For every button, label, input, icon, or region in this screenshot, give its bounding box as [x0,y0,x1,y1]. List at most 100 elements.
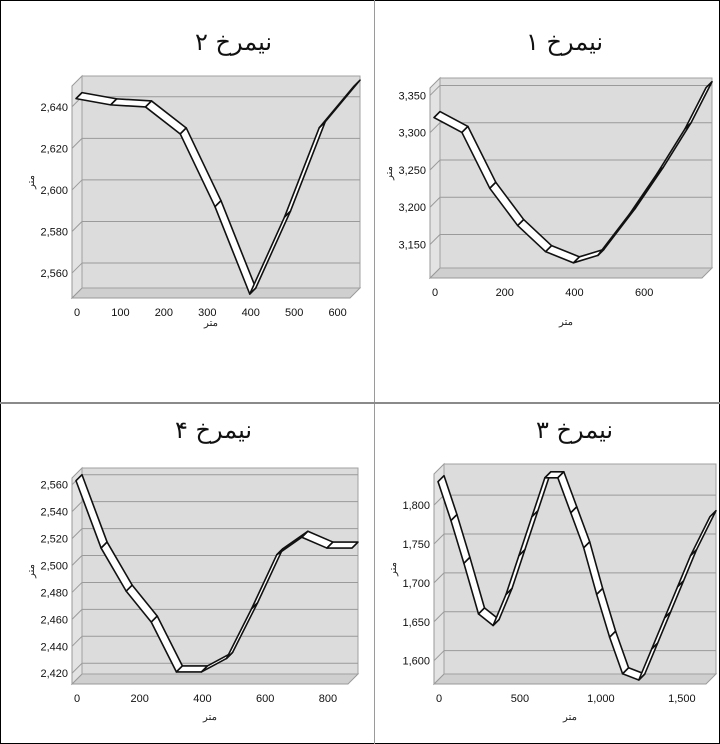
chart-panel-4: نیمرخ ۴ 2,420 2,440 2,460 2,480 2,500 2,520 2,… [0,404,374,744]
y-tick-label: 1,700 [402,578,430,590]
x-tick-label: 600 [256,693,274,705]
gridline-depth [433,572,445,584]
data-point [179,127,187,135]
data-point [492,619,500,626]
y-tick-label: 2,620 [40,143,68,155]
chart-plot: 2,560 2,580 2,600 2,620 2,640 0 100 200 300 400 50… [26,74,362,329]
data-point [517,219,525,226]
plot-area [81,75,361,289]
gridline-depth [433,611,445,623]
chart-panel-1: نیمرخ ۱ 3,150 3,200 3,250 3,300 3,350 0 200 400… [376,0,720,400]
x-axis-label: متر [202,712,217,723]
y-tick-label: 2,600 [40,185,68,197]
x-tick-label: 600 [635,287,653,299]
series-segment [109,98,153,108]
data-point [557,471,565,479]
x-tick-label: 200 [155,307,173,319]
data-point [351,541,359,549]
y-tick-label: 2,560 [40,480,68,492]
x-tick-label: 1,500 [668,693,696,705]
x-tick-label: 400 [565,287,583,299]
x-tick-label: 300 [198,307,216,319]
data-point [353,79,361,87]
gridline-depth [429,122,441,134]
data-point [75,92,83,100]
x-tick-label: 0 [436,693,442,705]
y-axis-label: متر [26,564,37,579]
vertical-divider [374,0,375,744]
gridline-depth [71,137,83,149]
data-point [531,510,539,518]
gridline-depth [71,262,83,274]
data-point [690,549,697,556]
chart-title: نیمرخ ۲ [195,28,273,56]
data-point [597,248,605,256]
plot-area [81,467,359,675]
y-tick-label: 3,200 [398,202,426,214]
y-tick-label: 2,420 [40,668,68,680]
x-tick-label: 0 [432,287,438,299]
y-tick-label: 2,540 [40,507,68,519]
data-point [450,514,458,521]
y-tick-label: 1,650 [402,617,430,629]
gridline-depth [71,609,83,620]
data-point [573,256,580,264]
x-tick-label: 200 [496,287,514,299]
x-tick-label: 0 [74,693,80,705]
chart-plot: 1,600 1,650 1,700 1,750 1,800 0 500 1,000 1,500 م… [388,462,718,723]
x-tick-label: 0 [74,307,80,319]
chart-title: نیمرخ ۴ [175,416,253,444]
x-axis-label: متر [562,712,577,723]
gridline-depth [71,555,83,566]
y-tick-label: 2,640 [40,102,68,114]
plot-area [439,77,713,269]
x-tick-label: 400 [242,307,260,319]
data-point [518,549,526,556]
data-point [318,121,326,129]
data-point [628,207,636,215]
x-axis-label: متر [203,318,218,329]
data-point [276,548,284,556]
gridline-depth [429,159,441,171]
data-point [656,166,664,174]
data-point [664,611,672,619]
y-tick-label: 3,250 [398,165,426,177]
gridline-depth [71,662,83,674]
x-tick-label: 1,000 [587,693,615,705]
data-point [249,287,257,295]
data-point [284,210,291,218]
data-point [150,615,158,623]
gridline-depth [429,234,441,245]
y-tick-label: 3,300 [398,128,426,140]
data-point [489,181,497,189]
gridline-depth [433,650,445,662]
x-tick-label: 500 [511,693,529,705]
data-point [75,474,83,482]
data-point [622,667,629,675]
y-axis-label: متر [384,166,395,181]
chart-title: نیمرخ ۱ [526,28,604,56]
chart-plot: 3,150 3,200 3,250 3,300 3,350 0 200 400 600 متر مت… [384,76,714,328]
data-point [461,126,469,133]
y-tick-label: 1,800 [402,500,430,512]
data-point [638,673,646,681]
data-point [583,541,591,549]
data-point [709,510,717,518]
data-point [570,506,578,514]
horizontal-divider [0,402,720,404]
data-point [100,541,108,549]
gridline-depth [71,501,83,513]
x-tick-label: 200 [131,693,149,705]
gridline-depth [433,533,445,545]
y-tick-label: 2,520 [40,534,68,546]
data-point [251,602,259,610]
data-point [437,475,445,483]
gridline-depth [71,582,83,593]
y-tick-label: 2,580 [40,226,68,238]
x-tick-label: 600 [328,307,346,319]
data-point [201,665,208,673]
data-point [505,588,513,595]
y-tick-label: 2,440 [40,641,68,653]
y-tick-label: 2,460 [40,614,68,626]
data-point [677,580,685,588]
